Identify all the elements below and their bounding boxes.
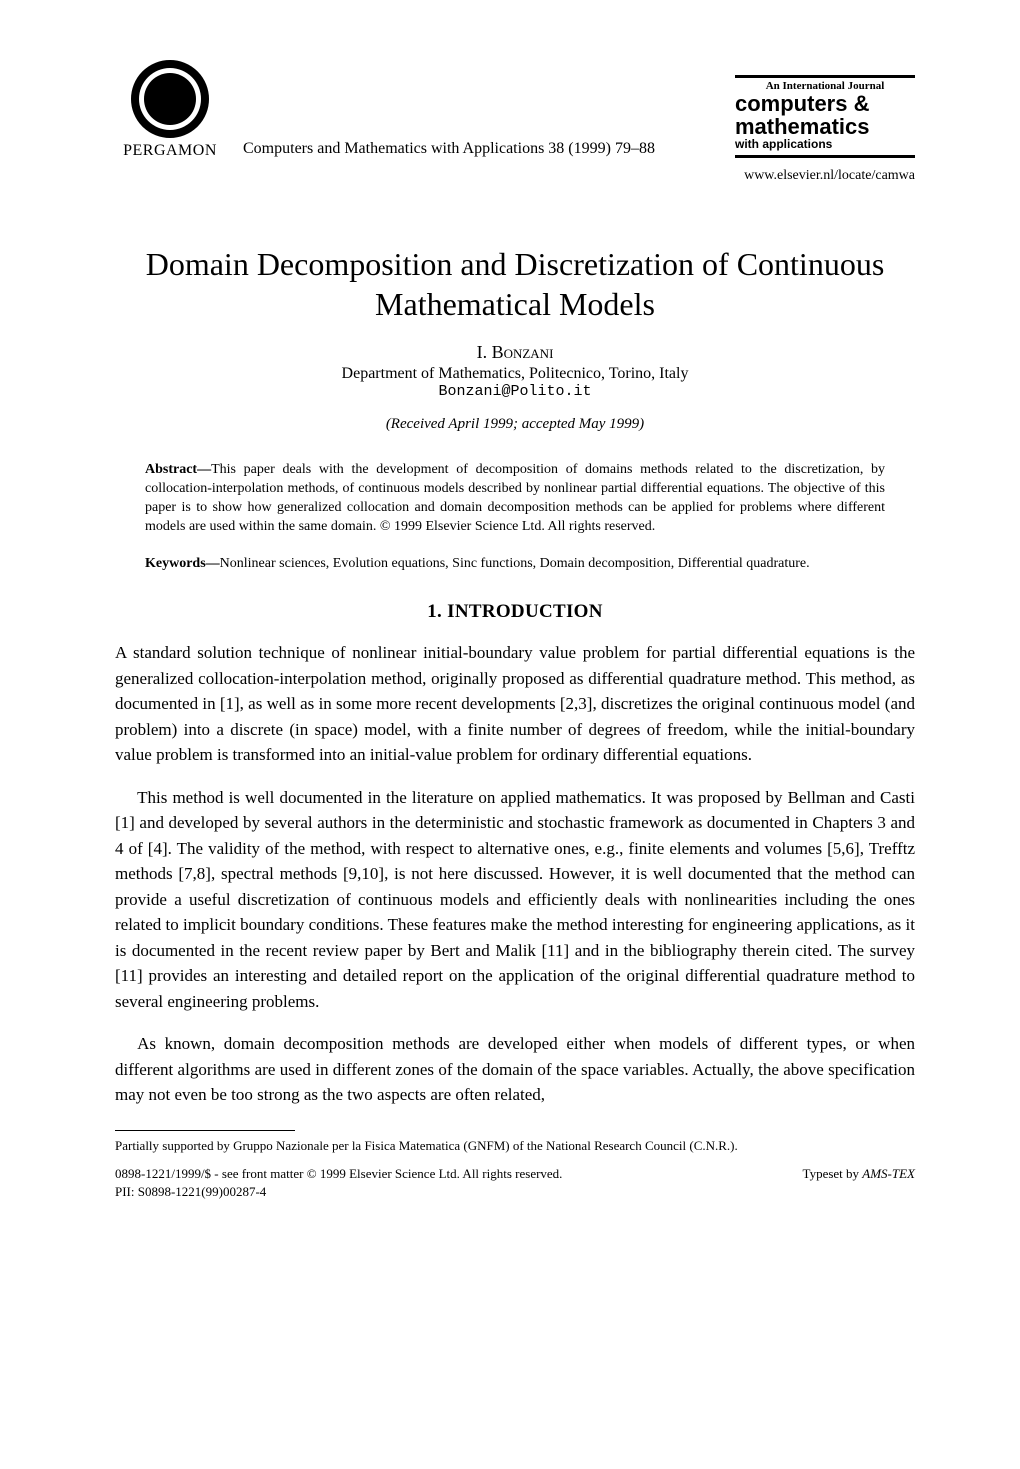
abstract-text: This paper deals with the development of… [145, 462, 885, 534]
amstex-label: AMS-TEX [862, 1166, 915, 1181]
publisher-name: PERGAMON [123, 142, 217, 160]
keywords-block: Keywords—Nonlinear sciences, Evolution e… [145, 555, 885, 574]
journal-banner-line4: with applications [735, 138, 915, 151]
section-heading-introduction: 1. INTRODUCTION [115, 601, 915, 623]
journal-url: www.elsevier.nl/locate/camwa [115, 168, 915, 184]
author-affiliation: Department of Mathematics, Politecnico, … [115, 365, 915, 383]
article-title: Domain Decomposition and Discretization … [115, 244, 915, 324]
funding-footnote: Partially supported by Gruppo Nazionale … [115, 1137, 915, 1155]
typeset-prefix: Typeset by [803, 1166, 863, 1181]
header-row: PERGAMON Computers and Mathematics with … [115, 60, 915, 160]
author-name: I. Bonzani [115, 342, 915, 363]
page-root: PERGAMON Computers and Mathematics with … [0, 0, 1020, 1251]
received-dates: (Received April 1999; accepted May 1999) [115, 416, 915, 433]
footnote-rule [115, 1130, 295, 1131]
body-paragraph: As known, domain decomposition methods a… [115, 1031, 915, 1108]
body-paragraph: A standard solution technique of nonline… [115, 640, 915, 768]
keywords-text: Nonlinear sciences, Evolution equations,… [220, 556, 810, 571]
journal-banner-line3: mathematics [735, 115, 915, 138]
author-email: Bonzani@Polito.it [115, 383, 915, 400]
publisher-block: PERGAMON [115, 60, 225, 160]
bottom-meta: 0898-1221/1999/$ - see front matter © 19… [115, 1165, 915, 1201]
abstract-label: Abstract— [145, 462, 211, 477]
copyright-text: 0898-1221/1999/$ - see front matter © 19… [115, 1166, 562, 1181]
journal-banner: An International Journal computers & mat… [735, 75, 915, 158]
abstract-block: Abstract—This paper deals with the devel… [145, 461, 885, 537]
typeset-line: Typeset by AMS-TEX [803, 1165, 915, 1201]
citation-line: Computers and Mathematics with Applicati… [243, 140, 717, 160]
keywords-label: Keywords— [145, 556, 220, 571]
copyright-line: 0898-1221/1999/$ - see front matter © 19… [115, 1165, 562, 1201]
body-paragraph: This method is well documented in the li… [115, 785, 915, 1015]
pergamon-logo-icon [131, 60, 209, 138]
journal-banner-line2: computers & [735, 92, 915, 115]
pii-line: PII: S0898-1221(99)00287-4 [115, 1184, 266, 1199]
